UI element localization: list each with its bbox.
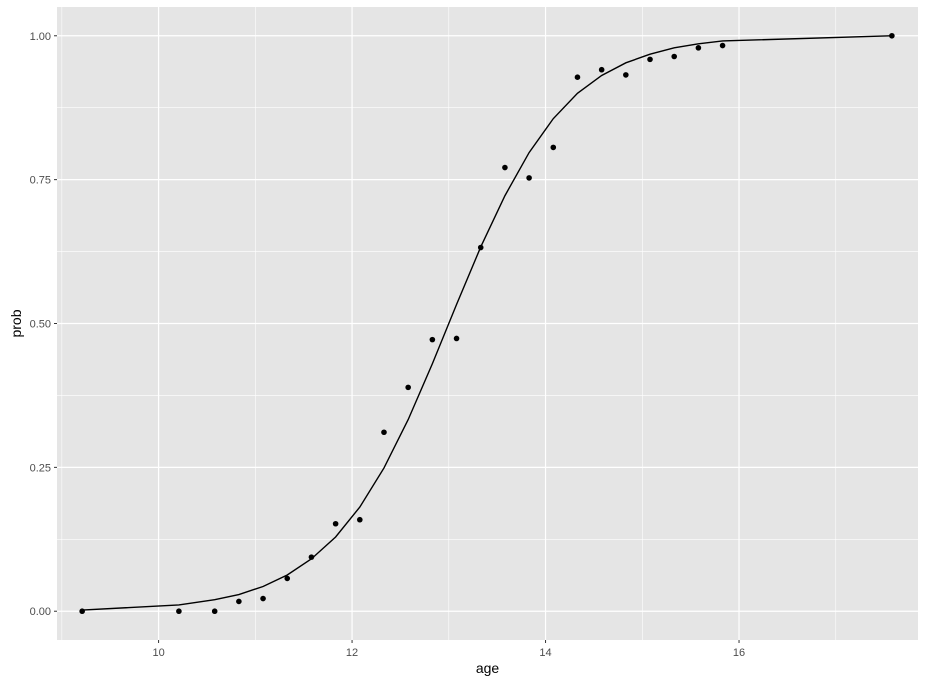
data-point [236,598,242,605]
data-point [719,42,726,49]
x-tick-label: 16 [733,647,745,659]
data-point [502,164,508,171]
data-point [405,384,411,391]
data-point [550,144,557,151]
data-point [647,56,653,63]
x-tick-label: 14 [539,647,551,659]
data-point [526,175,532,181]
x-tick-label: 12 [346,647,358,659]
data-point [176,608,182,615]
data-point [381,429,387,436]
data-point [671,53,678,60]
data-point [260,595,266,602]
data-point [574,74,581,81]
data-point [623,72,629,78]
data-point [598,66,605,73]
y-axis: 0.00 0.25 0.50 0.75 1.00 [30,31,57,618]
y-tick-label: 0.75 [30,175,51,187]
major-gridlines [57,7,918,640]
data-point [211,608,218,615]
y-tick-label: 1.00 [30,31,51,43]
x-tick-label: 10 [152,647,164,659]
data-point [477,244,484,251]
data-point [332,520,339,527]
y-axis-title: prob [8,309,24,337]
y-tick-label: 0.00 [30,606,51,618]
data-point [453,335,460,342]
y-tick-label: 0.25 [30,462,51,474]
data-point [79,608,85,615]
x-axis: 10 12 14 16 [152,640,745,659]
y-tick-label: 0.50 [30,319,51,331]
data-point [308,554,315,560]
x-axis-title: age [476,660,500,676]
data-points [79,32,895,615]
minor-gridlines [57,7,918,640]
data-point [284,575,291,582]
data-point [357,516,363,523]
data-point [429,336,436,343]
data-point [695,45,702,51]
data-point [889,32,895,39]
fitted-curve [82,35,892,611]
